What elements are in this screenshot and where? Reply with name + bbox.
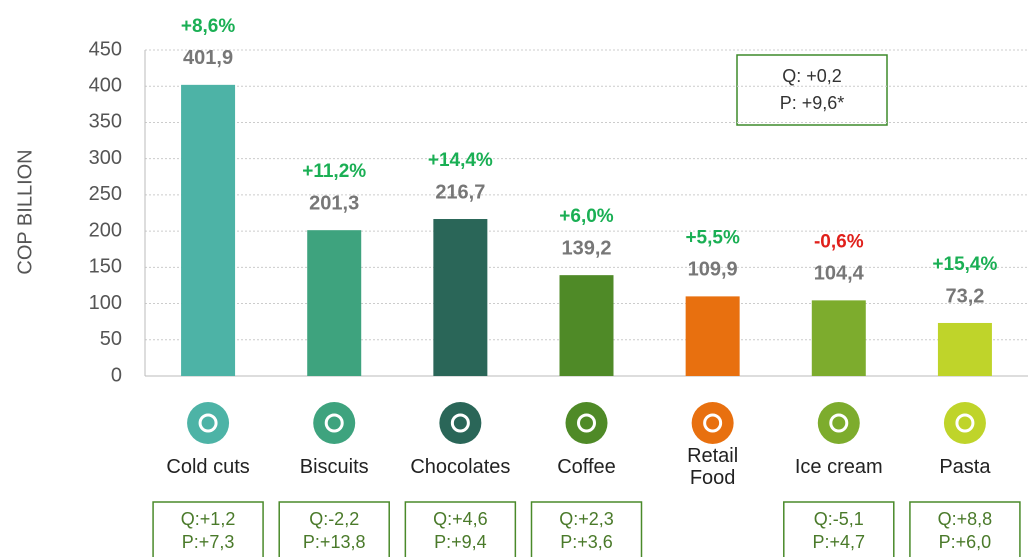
y-tick-label: 450 [89,38,122,60]
y-tick-label: 0 [111,364,122,386]
qp-p: P:+7,3 [182,532,235,552]
bar [433,219,488,376]
icon-glyph [198,413,218,433]
value-label: 73,2 [945,285,984,307]
x-tick-label: Chocolates [410,456,511,478]
bar [811,300,866,376]
icon-glyph [955,413,975,433]
icon-glyph [324,413,344,433]
qp-q: Q:+8,8 [938,509,993,529]
qp-q: Q:-5,1 [814,509,864,529]
value-label: 104,4 [814,263,865,285]
qp-p: P:+13,8 [303,532,366,552]
growth-label: -0,6% [814,231,864,252]
total-p: P: +9,6* [780,93,845,113]
y-axis-label: COP BILLION [14,149,36,274]
y-tick-label: 100 [89,292,122,314]
y-tick-label: 250 [89,183,122,205]
qp-q: Q:-2,2 [309,509,359,529]
x-tick-label: Pasta [939,456,991,478]
y-tick-label: 200 [89,219,122,241]
x-tick-label: Ice cream [794,456,883,478]
bar [559,275,614,376]
bar [181,84,236,377]
icon-glyph [703,413,723,433]
value-label: 109,9 [688,259,738,281]
growth-label: +8,6% [181,16,236,37]
growth-label: +6,0% [559,206,614,227]
category-icon [439,402,482,444]
x-tick-label: Coffee [557,456,616,478]
value-label: 401,9 [183,47,233,69]
qp-p: P:+3,6 [560,532,613,552]
category-icon [187,402,230,444]
value-label: 139,2 [561,237,611,259]
qp-box [404,501,517,557]
value-label: 201,3 [309,192,359,214]
icon-glyph [829,413,849,433]
category-icon [943,402,986,444]
category-icon [313,402,356,444]
qp-box [278,501,390,557]
icon-glyph [450,413,470,433]
qp-box [783,501,895,557]
qp-p: P:+6,0 [939,532,992,552]
qp-p: P:+4,7 [813,532,866,552]
y-tick-label: 350 [89,111,122,133]
y-tick-label: 300 [89,147,122,169]
category-icon [817,402,860,444]
y-tick-label: 400 [89,75,122,97]
bar [307,230,362,376]
growth-label: +5,5% [685,227,740,248]
y-tick-label: 150 [89,256,122,278]
category-icon [691,402,734,444]
category-icon [565,402,608,444]
qp-q: Q:+1,2 [181,509,236,529]
total-q: Q: +0,2 [782,66,842,86]
growth-label: +14,4% [428,150,493,171]
qp-p: P:+9,4 [434,532,487,552]
x-tick-label: Cold cuts [166,456,250,478]
growth-label: +11,2% [302,161,366,182]
x-tick-label: Biscuits [299,456,369,478]
qp-box [909,501,1021,557]
total-box [736,54,888,126]
qp-box [530,501,643,557]
value-label: 216,7 [435,181,485,203]
growth-label: +15,4% [932,254,997,275]
x-tick-label: Retail Food [687,445,739,489]
bar [937,322,992,376]
qp-box [152,501,264,557]
qp-q: Q:+4,6 [433,509,488,529]
y-tick-label: 50 [100,328,122,350]
icon-glyph [577,413,596,433]
bar [685,296,740,376]
qp-q: Q:+2,3 [559,509,614,529]
